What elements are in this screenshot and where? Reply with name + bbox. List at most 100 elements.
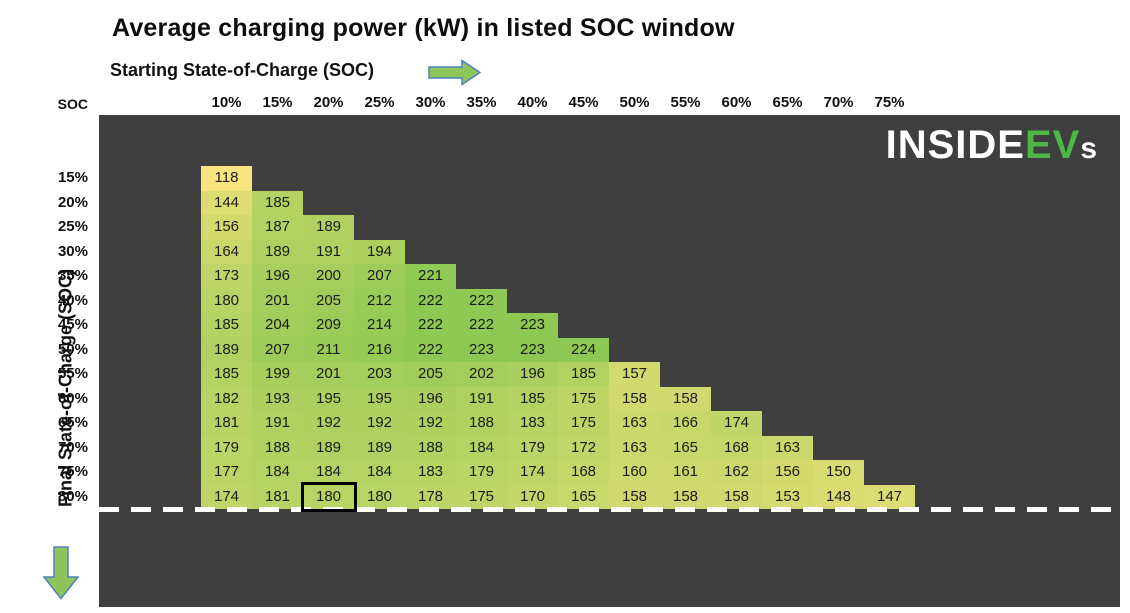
heatmap-cell: 180 xyxy=(354,484,405,509)
column-header: 55% xyxy=(670,94,701,111)
heatmap-cell: 165 xyxy=(660,435,711,460)
column-header: 75% xyxy=(874,94,905,111)
heatmap-cell: 157 xyxy=(609,362,660,387)
column-header: 60% xyxy=(721,94,752,111)
dashed-line xyxy=(99,507,1120,512)
heatmap-cell: 191 xyxy=(252,411,303,436)
heatmap-cell: 163 xyxy=(609,435,660,460)
heatmap-cell: 161 xyxy=(660,460,711,485)
soc-corner-label: SOC xyxy=(57,96,88,112)
heatmap-cell: 222 xyxy=(405,337,456,362)
heatmap-cell: 166 xyxy=(660,411,711,436)
heatmap-cell: 182 xyxy=(201,386,252,411)
heatmap-cell: 164 xyxy=(201,239,252,264)
row-label: 30% xyxy=(57,242,88,260)
row-label: 75% xyxy=(57,463,88,480)
heatmap-cell: 150 xyxy=(813,460,864,485)
heatmap-cell: 172 xyxy=(558,435,609,460)
heatmap-cell: 191 xyxy=(456,386,507,411)
logo-text-s: s xyxy=(1080,132,1098,165)
column-header: 35% xyxy=(466,94,497,111)
row-label: 65% xyxy=(57,414,88,431)
heatmap-cell: 188 xyxy=(252,435,303,460)
heatmap-cell: 192 xyxy=(303,411,354,436)
insideevs-logo: INSIDEEVs xyxy=(886,123,1098,171)
heatmap-cell: 183 xyxy=(405,460,456,485)
row-label: 35% xyxy=(57,267,88,284)
heatmap-cell: 189 xyxy=(303,215,354,240)
heatmap-cell: 194 xyxy=(354,239,405,264)
heatmap-cell: 170 xyxy=(507,484,558,509)
heatmap-cell: 174 xyxy=(507,460,558,485)
row-label: 80% xyxy=(57,487,88,505)
heatmap-cell: 156 xyxy=(201,215,252,240)
heatmap-cell: 200 xyxy=(303,264,354,289)
heatmap-cell: 179 xyxy=(507,435,558,460)
right-arrow-icon xyxy=(428,59,482,86)
heatmap-cell: 187 xyxy=(252,215,303,240)
column-header: 65% xyxy=(772,94,803,111)
heatmap-cell: 222 xyxy=(456,313,507,338)
y-axis-label: Final State-of-Charge (SOC) xyxy=(55,268,76,508)
heatmap-cell: 181 xyxy=(201,411,252,436)
heatmap-cell: 168 xyxy=(711,435,762,460)
heatmap-cell: 223 xyxy=(507,313,558,338)
heatmap-cell: 185 xyxy=(558,362,609,387)
column-header: 20% xyxy=(313,94,344,111)
heatmap-cell: 201 xyxy=(252,288,303,313)
heatmap-cell: 185 xyxy=(507,386,558,411)
heatmap-cell: 184 xyxy=(252,460,303,485)
heatmap-cell: 195 xyxy=(303,386,354,411)
heatmap-cell: 158 xyxy=(660,484,711,509)
heatmap-cell: 158 xyxy=(609,386,660,411)
heatmap-cell: 175 xyxy=(558,411,609,436)
heatmap-cell: 189 xyxy=(201,337,252,362)
heatmap-cell: 168 xyxy=(558,460,609,485)
column-header: 10% xyxy=(211,94,242,111)
heatmap-cell: 189 xyxy=(252,239,303,264)
heatmap-cell: 180 xyxy=(201,288,252,313)
heatmap-cell: 174 xyxy=(201,484,252,509)
heatmap-cell: 185 xyxy=(201,313,252,338)
heatmap-cell: 223 xyxy=(456,337,507,362)
heatmap-cell: 174 xyxy=(711,411,762,436)
column-header: 45% xyxy=(568,94,599,111)
row-label: 15% xyxy=(57,169,88,186)
heatmap-cell: 222 xyxy=(405,288,456,313)
heatmap-cell: 184 xyxy=(303,460,354,485)
heatmap-cell: 144 xyxy=(201,190,252,215)
row-label: 60% xyxy=(57,389,88,407)
heatmap-cell: 222 xyxy=(456,288,507,313)
chart-title: Average charging power (kW) in listed SO… xyxy=(112,14,735,42)
heatmap-cell: 180 xyxy=(303,484,354,509)
heatmap-cell: 205 xyxy=(303,288,354,313)
heatmap-cell: 153 xyxy=(762,484,813,509)
column-header: 40% xyxy=(517,94,548,111)
row-label: 50% xyxy=(57,340,88,358)
heatmap-cell: 177 xyxy=(201,460,252,485)
heatmap-cell: 192 xyxy=(354,411,405,436)
heatmap-cell: 184 xyxy=(354,460,405,485)
heatmap-cell: 178 xyxy=(405,484,456,509)
heatmap-cell: 160 xyxy=(609,460,660,485)
heatmap-cell: 191 xyxy=(303,239,354,264)
heatmap-cell: 188 xyxy=(456,411,507,436)
row-label: 20% xyxy=(57,193,88,211)
heatmap-cell: 209 xyxy=(303,313,354,338)
logo-text-ev: EV xyxy=(1024,123,1081,167)
heatmap-cell: 189 xyxy=(303,435,354,460)
heatmap-cell: 188 xyxy=(405,435,456,460)
heatmap-cell: 179 xyxy=(456,460,507,485)
column-header: 30% xyxy=(415,94,446,111)
column-header: 50% xyxy=(619,94,650,111)
heatmap-cell: 165 xyxy=(558,484,609,509)
heatmap-cell: 181 xyxy=(252,484,303,509)
row-label: 25% xyxy=(57,218,88,235)
heatmap-cell: 183 xyxy=(507,411,558,436)
heatmap-cell: 147 xyxy=(864,484,915,509)
heatmap-cell: 148 xyxy=(813,484,864,509)
column-header: 70% xyxy=(823,94,854,111)
heatmap-cell: 193 xyxy=(252,386,303,411)
heatmap-cell: 173 xyxy=(201,264,252,289)
